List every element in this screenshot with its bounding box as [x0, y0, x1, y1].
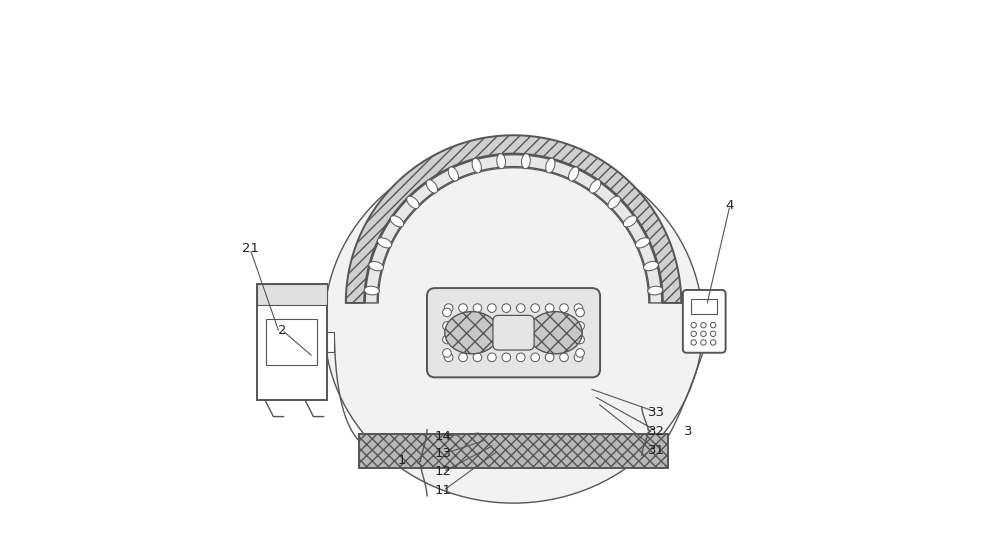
Ellipse shape: [590, 180, 601, 193]
Text: 4: 4: [726, 199, 734, 212]
Circle shape: [516, 304, 525, 313]
Circle shape: [459, 304, 467, 313]
Text: 3: 3: [684, 425, 693, 438]
Circle shape: [701, 331, 706, 337]
Circle shape: [691, 340, 696, 345]
Ellipse shape: [497, 154, 505, 169]
Text: 11: 11: [435, 484, 452, 497]
Circle shape: [576, 321, 584, 330]
Ellipse shape: [546, 158, 555, 173]
Bar: [257, 284, 327, 400]
Circle shape: [443, 348, 451, 357]
Circle shape: [473, 353, 482, 362]
Text: 21: 21: [242, 242, 259, 255]
Ellipse shape: [369, 261, 383, 270]
Text: 2: 2: [278, 324, 286, 337]
Circle shape: [516, 353, 525, 362]
Circle shape: [488, 304, 496, 313]
Circle shape: [502, 353, 511, 362]
Text: 13: 13: [435, 447, 452, 460]
Text: 31: 31: [648, 444, 665, 457]
Circle shape: [443, 308, 451, 317]
Ellipse shape: [445, 312, 499, 354]
Circle shape: [488, 353, 496, 362]
Circle shape: [459, 353, 467, 362]
Ellipse shape: [522, 154, 530, 169]
Ellipse shape: [364, 286, 379, 295]
Circle shape: [473, 304, 482, 313]
Circle shape: [710, 331, 716, 337]
Ellipse shape: [448, 167, 458, 181]
Circle shape: [444, 304, 453, 313]
Polygon shape: [365, 155, 662, 303]
Circle shape: [545, 304, 554, 313]
Circle shape: [443, 335, 451, 344]
Bar: [359, 434, 668, 468]
Circle shape: [444, 353, 453, 362]
Circle shape: [502, 304, 511, 313]
Circle shape: [560, 304, 568, 313]
Circle shape: [545, 353, 554, 362]
Circle shape: [560, 353, 568, 362]
Ellipse shape: [377, 237, 392, 248]
Bar: [257, 284, 327, 305]
Text: 14: 14: [435, 430, 452, 443]
Circle shape: [710, 340, 716, 345]
Text: 1: 1: [397, 454, 406, 467]
Ellipse shape: [635, 237, 650, 248]
Ellipse shape: [390, 216, 404, 227]
Bar: [327, 332, 334, 352]
Circle shape: [576, 335, 584, 344]
Ellipse shape: [623, 216, 637, 227]
Ellipse shape: [608, 196, 620, 208]
Polygon shape: [346, 135, 681, 303]
Ellipse shape: [426, 180, 438, 193]
FancyBboxPatch shape: [683, 290, 726, 353]
Ellipse shape: [528, 312, 582, 354]
Circle shape: [531, 353, 539, 362]
FancyBboxPatch shape: [427, 288, 600, 378]
Circle shape: [574, 304, 583, 313]
Circle shape: [691, 331, 696, 337]
Ellipse shape: [472, 158, 481, 173]
Ellipse shape: [569, 167, 579, 181]
Circle shape: [691, 322, 696, 328]
Text: 12: 12: [435, 465, 452, 478]
Bar: [691, 299, 717, 314]
Circle shape: [576, 348, 584, 357]
Circle shape: [576, 308, 584, 317]
Ellipse shape: [648, 286, 663, 295]
Circle shape: [443, 321, 451, 330]
Ellipse shape: [324, 146, 703, 503]
Circle shape: [701, 322, 706, 328]
Text: 33: 33: [648, 406, 665, 419]
Circle shape: [710, 322, 716, 328]
FancyBboxPatch shape: [493, 315, 534, 350]
Ellipse shape: [407, 196, 419, 208]
Bar: [266, 319, 317, 365]
Circle shape: [574, 353, 583, 362]
Text: 32: 32: [648, 425, 665, 438]
Circle shape: [531, 304, 539, 313]
Circle shape: [701, 340, 706, 345]
Ellipse shape: [644, 261, 658, 270]
